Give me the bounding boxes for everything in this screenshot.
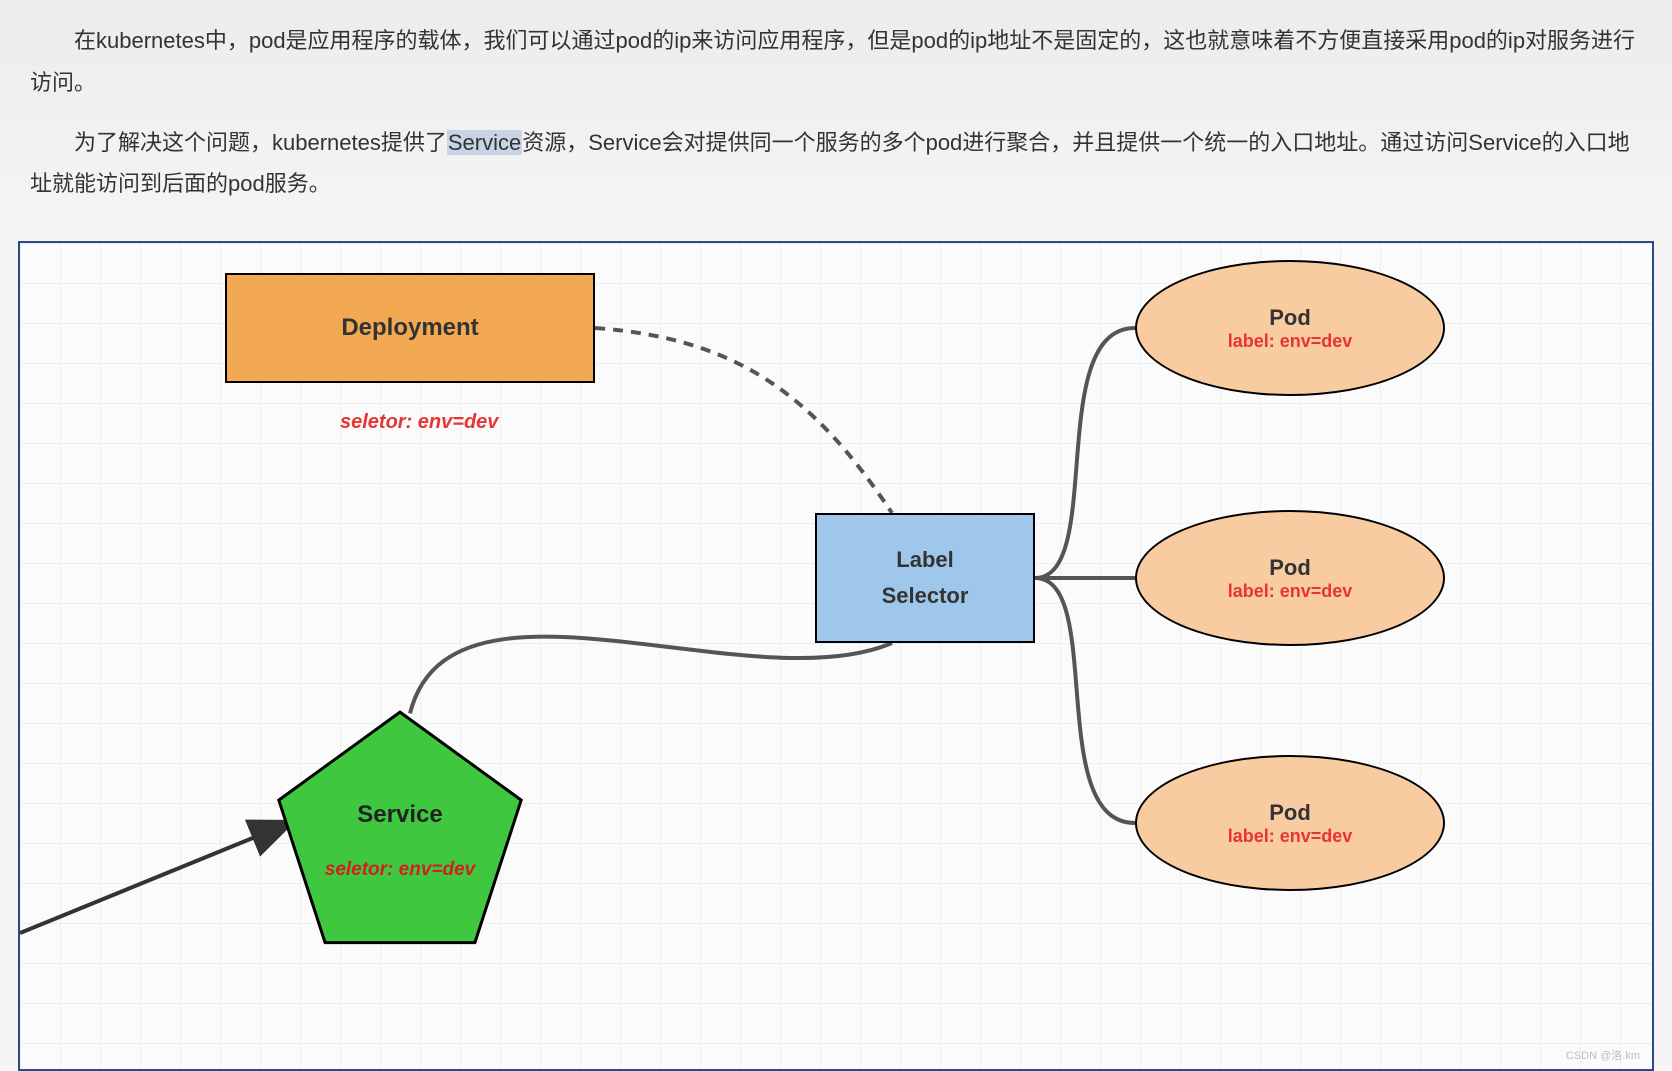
paragraph-1: 在kubernetes中，pod是应用程序的载体，我们可以通过pod的ip来访问… xyxy=(30,20,1642,104)
service-node: Service seletor: env=dev xyxy=(270,703,530,963)
highlight-service: Service xyxy=(447,130,522,155)
deployment-selector-label: seletor: env=dev xyxy=(340,411,498,434)
deployment-node: Deployment xyxy=(225,273,595,383)
k8s-service-diagram: CSDN @洛.km Deployment seletor: env=dev Lab… xyxy=(18,241,1654,1071)
pod-node-1: Podlabel: env=dev xyxy=(1135,260,1445,396)
paragraph-2: 为了解决这个问题，kubernetes提供了Service资源，Service会… xyxy=(30,122,1642,206)
watermark: CSDN @洛.km xyxy=(1566,1047,1640,1063)
service-title: Service xyxy=(270,801,530,829)
pod-node-2: Podlabel: env=dev xyxy=(1135,510,1445,646)
label-selector-node: LabelSelector xyxy=(815,513,1035,643)
pod-node-3: Podlabel: env=dev xyxy=(1135,755,1445,891)
service-selector-label: seletor: env=dev xyxy=(270,859,530,881)
intro-text: 在kubernetes中，pod是应用程序的载体，我们可以通过pod的ip来访问… xyxy=(0,0,1672,233)
